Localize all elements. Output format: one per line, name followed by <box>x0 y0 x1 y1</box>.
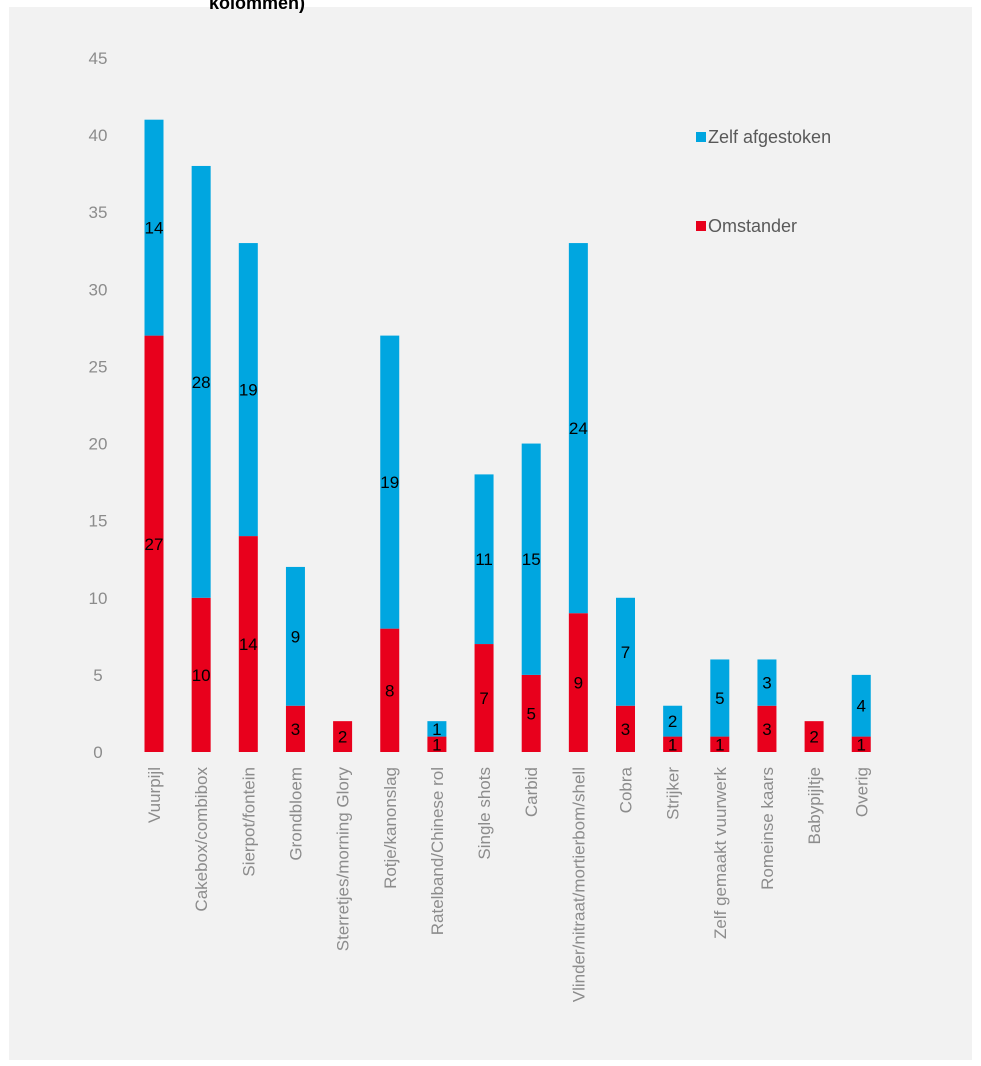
y-tick-label: 0 <box>93 743 102 762</box>
data-label: 1 <box>857 735 866 754</box>
y-tick-label: 40 <box>89 126 108 145</box>
bar-segment-omstander <box>521 674 541 752</box>
bar-segment-omstander <box>616 705 635 752</box>
data-label: 27 <box>145 535 164 554</box>
x-tick-label: Sterretjes/morning Glory <box>334 767 353 952</box>
bar-segment-omstander <box>380 628 400 752</box>
data-label: 1 <box>432 735 441 754</box>
data-label: 1 <box>715 735 724 754</box>
data-label: 1 <box>432 720 441 739</box>
x-tick-label: Strijker <box>664 767 683 820</box>
bar-segment-omstander <box>333 721 353 752</box>
bar-segment-omstander <box>804 721 824 752</box>
data-label: 9 <box>291 627 300 646</box>
data-label: 9 <box>574 674 583 693</box>
x-tick-label: Cobra <box>617 766 636 813</box>
data-label: 3 <box>762 720 771 739</box>
legend-swatch <box>696 132 706 142</box>
bar-segment-zelf-afgestoken <box>710 659 730 737</box>
data-label: 5 <box>715 689 724 708</box>
x-tick-label: Romeinse kaars <box>758 767 777 890</box>
data-label: 7 <box>621 643 630 662</box>
y-tick-label: 20 <box>89 435 108 454</box>
bar-segment-omstander <box>568 613 588 752</box>
data-label: 4 <box>857 697 866 716</box>
bar-segment-zelf-afgestoken <box>191 165 211 598</box>
bar-segment-zelf-afgestoken <box>616 597 635 706</box>
bar-segment-zelf-afgestoken <box>285 566 305 706</box>
data-label: 1 <box>668 735 677 754</box>
y-tick-label: 10 <box>89 589 108 608</box>
bar-segment-omstander <box>427 736 447 752</box>
x-tick-label: Grondbloem <box>286 767 305 861</box>
y-tick-label: 5 <box>93 666 102 685</box>
bar-segment-omstander <box>710 736 730 752</box>
data-label: 19 <box>380 473 399 492</box>
x-tick-label: Single shots <box>475 767 494 860</box>
data-label: 14 <box>145 219 164 238</box>
data-label: 19 <box>239 381 258 400</box>
x-tick-label: Ratelband/Chinese rol <box>428 767 447 935</box>
bar-segment-zelf-afgestoken <box>851 674 871 737</box>
x-tick-label: Vuurpijl <box>145 767 164 823</box>
bar-segment-zelf-afgestoken <box>521 443 541 675</box>
x-tick-label: Cakebox/combibox <box>192 767 211 912</box>
bar-segment-zelf-afgestoken <box>663 705 683 737</box>
bar-segment-omstander <box>144 335 164 752</box>
legend-label: Zelf afgestoken <box>708 127 831 147</box>
data-label: 2 <box>338 728 347 747</box>
data-label: 24 <box>569 419 588 438</box>
data-label: 3 <box>621 720 630 739</box>
bar-segment-zelf-afgestoken <box>144 119 164 336</box>
data-label: 5 <box>526 704 535 723</box>
y-tick-label: 25 <box>89 357 108 376</box>
x-tick-label: Zelf gemaakt vuurwerk <box>711 767 730 939</box>
bar-segment-zelf-afgestoken <box>238 243 258 537</box>
x-tick-label: Overig <box>852 767 871 817</box>
bar-segment-omstander <box>851 736 871 752</box>
x-tick-label: Rotje/kanonslag <box>381 767 400 889</box>
y-tick-label: 15 <box>89 512 108 531</box>
data-label: 3 <box>291 720 300 739</box>
bar-segment-zelf-afgestoken <box>474 474 494 645</box>
data-label: 8 <box>385 681 394 700</box>
bar-segment-omstander <box>474 644 494 752</box>
x-axis: Vuurpijl Cakebox/combibox Sierpot/fontein G… <box>145 766 871 1002</box>
legend-swatch <box>696 221 706 231</box>
bar-segment-omstander <box>191 597 211 752</box>
bar-segment-zelf-afgestoken <box>427 721 447 737</box>
x-tick-label: Vlinder/nitraat/mortierbom/shell <box>569 767 588 1002</box>
chart-panel: kolommen) 0 5 10 15 20 25 30 35 40 45 27 14 10 28 14 1… <box>9 0 972 1060</box>
data-label: 15 <box>522 550 541 569</box>
bar-segment-zelf-afgestoken <box>568 243 588 614</box>
y-tick-label: 35 <box>89 203 108 222</box>
legend-label: Omstander <box>708 216 797 236</box>
data-label: 10 <box>192 666 211 685</box>
bar-segment-omstander <box>757 705 777 752</box>
bar-segment-omstander <box>663 736 683 752</box>
bar-segment-zelf-afgestoken <box>757 659 777 706</box>
chart-title-fragment: kolommen) <box>209 0 306 13</box>
bar-segment-omstander <box>285 705 305 752</box>
x-tick-label: Carbid <box>522 767 541 817</box>
x-tick-label: Babypijltje <box>805 767 824 845</box>
data-label: 2 <box>809 728 818 747</box>
data-label: 14 <box>239 635 258 654</box>
data-label: 28 <box>192 373 211 392</box>
legend: Zelf afgestoken Omstander <box>696 127 831 236</box>
data-label: 3 <box>762 674 771 693</box>
y-axis: 0 5 10 15 20 25 30 35 40 45 <box>89 49 108 762</box>
x-tick-label: Sierpot/fontein <box>239 767 258 877</box>
data-label: 2 <box>668 712 677 731</box>
bar-segment-zelf-afgestoken <box>380 335 400 629</box>
y-tick-label: 45 <box>89 49 108 68</box>
y-tick-label: 30 <box>89 280 108 299</box>
bar-segment-omstander <box>238 536 258 752</box>
data-label: 7 <box>479 689 488 708</box>
data-label: 11 <box>475 550 493 569</box>
